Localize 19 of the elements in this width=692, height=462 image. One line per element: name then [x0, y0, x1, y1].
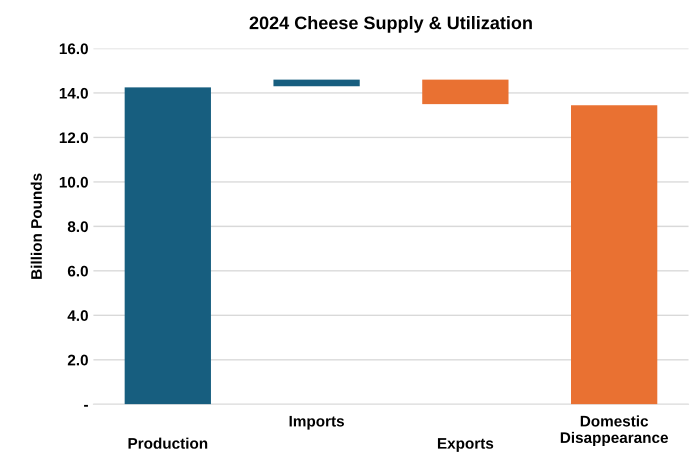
y-tick-label: 2.0 — [68, 354, 88, 366]
y-tick-label: 12.0 — [60, 132, 88, 144]
y-tick-label: 6.0 — [68, 266, 88, 277]
x-tick-label: Production — [128, 438, 208, 449]
y-tick-label: - — [84, 404, 88, 407]
bar — [273, 80, 360, 86]
bar — [124, 87, 211, 404]
chart-title: 2024 Cheese Supply & Utilization — [250, 16, 532, 33]
bar — [422, 80, 509, 104]
y-tick-label: 10.0 — [60, 176, 88, 188]
x-tick-label: Domestic Disappearance — [560, 415, 668, 446]
y-tick-label: 16.0 — [60, 43, 88, 54]
x-tick-label: Exports — [438, 438, 494, 452]
y-tick-label: 8.0 — [68, 221, 88, 232]
y-axis-title: Billion Pounds — [30, 174, 42, 279]
bar — [571, 105, 658, 404]
y-tick-label: 14.0 — [60, 88, 88, 99]
x-tick-label: Imports — [290, 416, 344, 430]
y-tick-label: 4.0 — [68, 310, 88, 321]
